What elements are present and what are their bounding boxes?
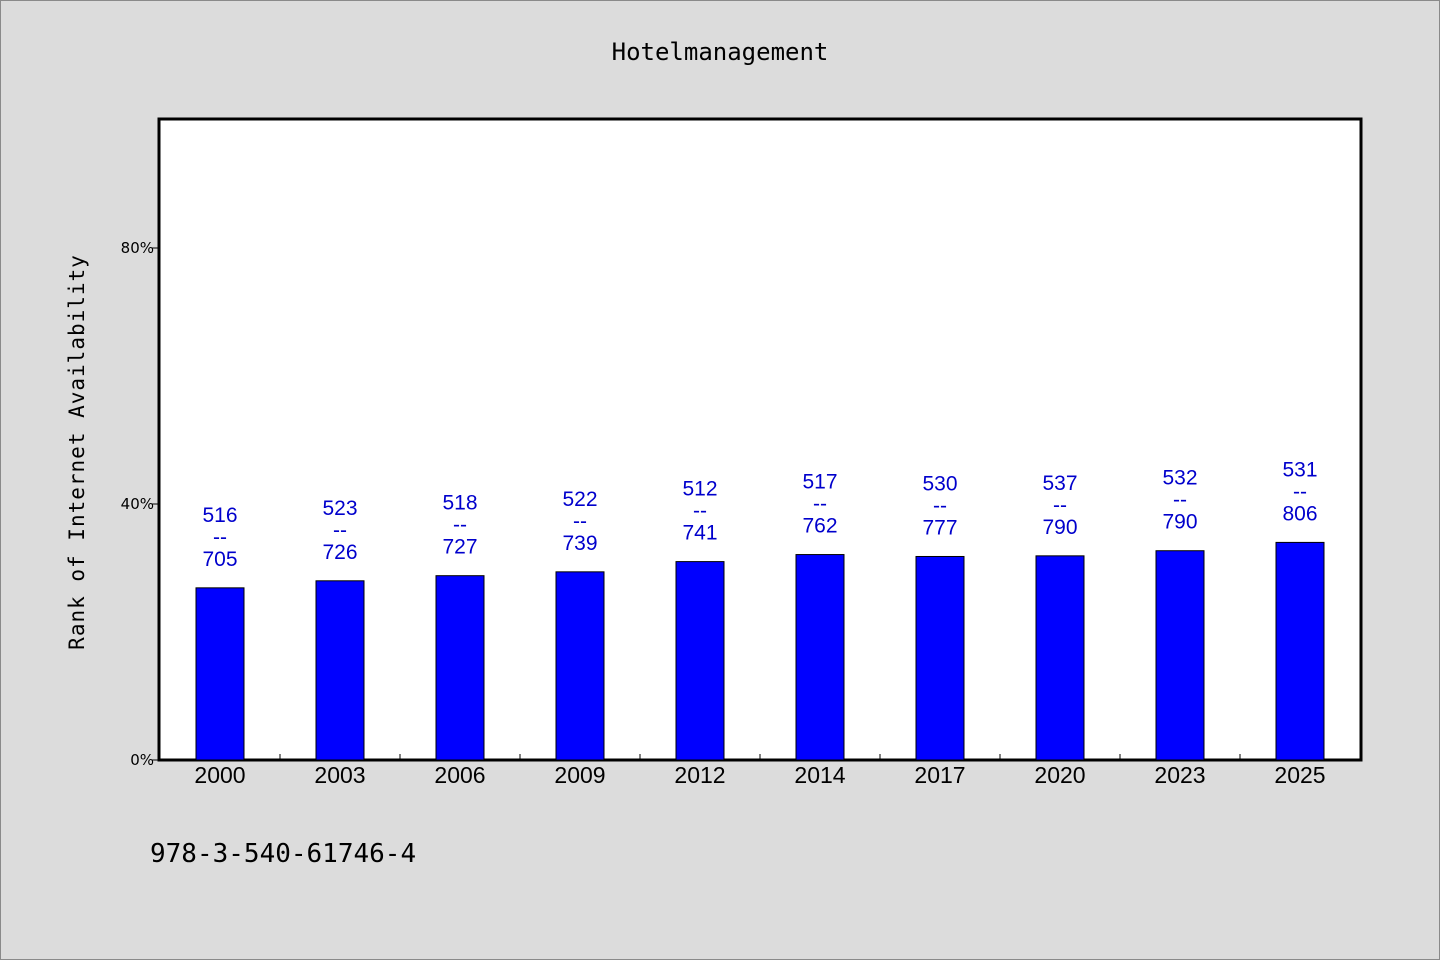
data-label-2009-line-2: 739	[562, 532, 597, 555]
data-label-2020-line-2: 790	[1042, 516, 1077, 539]
x-tick-label-2003: 2003	[314, 762, 365, 788]
y-axis: 0% 40% 80%	[121, 239, 160, 769]
data-label-2023-line-2: 790	[1162, 511, 1197, 534]
data-label-2025-line-2: 806	[1282, 502, 1317, 525]
data-label-2025-line-0: 531	[1282, 458, 1317, 481]
bar-2014	[795, 554, 845, 761]
bar-2006	[435, 575, 485, 761]
x-tick-label-2014: 2014	[794, 762, 845, 788]
chart-title: Hotelmanagement	[612, 38, 829, 66]
data-label-2014-line-2: 762	[802, 515, 837, 538]
data-label-2014-line-0: 517	[802, 471, 837, 494]
data-label-2020-line-1: --	[1053, 494, 1067, 517]
data-label-2017-line-0: 530	[922, 472, 957, 495]
data-label-2023-line-1: --	[1173, 489, 1187, 512]
bar-2023	[1155, 550, 1205, 761]
data-label-2025-line-1: --	[1293, 480, 1307, 503]
data-label-2000-line-0: 516	[202, 504, 237, 527]
bar-2000	[195, 587, 245, 761]
data-label-2000-line-1: --	[213, 526, 227, 549]
bars	[195, 541, 1325, 761]
x-axis: 2000 2003 2006 2009 2012 2014 2017 2020 2023 2025	[194, 754, 1326, 788]
x-tick-label-2012: 2012	[674, 762, 725, 788]
data-label-2009-line-1: --	[573, 510, 587, 533]
x-tick-label-2017: 2017	[914, 762, 965, 788]
bar-2009	[555, 571, 605, 761]
data-labels: 516--705523--726518--727522--739512--741…	[202, 458, 1317, 570]
data-label-2006-line-1: --	[453, 514, 467, 537]
x-tick-label-2000: 2000	[194, 762, 245, 788]
data-label-2012-line-2: 741	[682, 522, 717, 545]
data-label-2012-line-0: 512	[682, 478, 717, 501]
bar-2012	[675, 561, 725, 761]
data-label-2003-line-2: 726	[322, 541, 357, 564]
data-label-2003-line-0: 523	[322, 497, 357, 520]
y-tick-label: 0%	[130, 751, 154, 769]
footnote: 978-3-540-61746-4	[150, 839, 416, 869]
y-tick-label: 40%	[121, 495, 154, 513]
x-tick-label-2020: 2020	[1034, 762, 1085, 788]
data-label-2012-line-1: --	[693, 500, 707, 523]
bar-2020	[1035, 555, 1085, 761]
bar-2025	[1275, 541, 1325, 761]
data-label-2020-line-0: 537	[1042, 472, 1077, 495]
data-label-2006-line-2: 727	[442, 536, 477, 559]
y-axis-label: Rank of Internet Availability	[65, 254, 89, 650]
data-label-2014-line-1: --	[813, 493, 827, 516]
data-label-2009-line-0: 522	[562, 488, 597, 511]
data-label-2023-line-0: 532	[1162, 467, 1197, 490]
x-tick-label-2006: 2006	[434, 762, 485, 788]
data-label-2017-line-2: 777	[922, 516, 957, 539]
data-label-2000-line-2: 705	[202, 548, 237, 571]
bar-2003	[315, 580, 365, 761]
data-label-2017-line-1: --	[933, 494, 947, 517]
data-label-2003-line-1: --	[333, 519, 347, 542]
data-label-2006-line-0: 518	[442, 492, 477, 515]
x-tick-label-2025: 2025	[1274, 762, 1325, 788]
bar-2017	[915, 555, 965, 761]
x-tick-label-2023: 2023	[1154, 762, 1205, 788]
y-tick-label: 80%	[121, 239, 154, 257]
x-tick-label-2009: 2009	[554, 762, 605, 788]
